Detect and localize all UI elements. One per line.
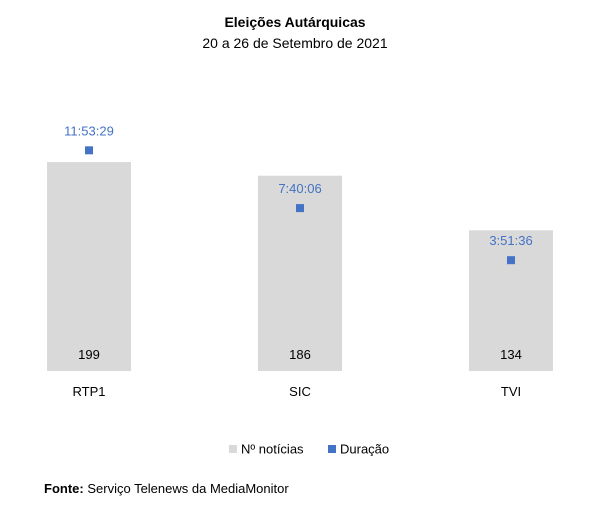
- legend: Nº notícias Duração: [229, 442, 389, 457]
- category-label: RTP1: [73, 384, 106, 399]
- bar-value-label: 134: [500, 347, 522, 362]
- legend-label: Nº notícias: [241, 442, 304, 457]
- duration-label: 7:40:06: [278, 181, 321, 196]
- bar-value-label: 186: [289, 347, 311, 362]
- plot-area: 199 RTP1 11:53:29 186 SIC 7:40:06 134 TVI 3:51:3…: [47, 123, 553, 399]
- duration-marker: [507, 256, 515, 265]
- chart-subtitle: 20 a 26 de Setembro de 2021: [202, 35, 387, 51]
- source-text: Serviço Telenews da MediaMonitor: [87, 481, 289, 496]
- category-label: SIC: [289, 384, 311, 399]
- source-note: Fonte: Serviço Telenews da MediaMonitor: [44, 481, 289, 496]
- duration-marker: [85, 146, 93, 155]
- duration-marker: [296, 204, 304, 213]
- bar-rtp1: [47, 162, 131, 371]
- chart-title: Eleições Autárquicas: [224, 14, 365, 30]
- chart: Eleições Autárquicas 20 a 26 de Setembro…: [47, 14, 553, 457]
- bar-value-label: 199: [78, 347, 100, 362]
- bar-tvi: [469, 230, 553, 371]
- legend-label: Duração: [340, 442, 389, 457]
- legend-swatch: [229, 445, 237, 453]
- source-label: Fonte:: [44, 481, 84, 496]
- duration-label: 11:53:29: [64, 123, 114, 138]
- legend-swatch: [328, 445, 336, 453]
- category-label: TVI: [501, 384, 521, 399]
- duration-label: 3:51:36: [489, 233, 532, 248]
